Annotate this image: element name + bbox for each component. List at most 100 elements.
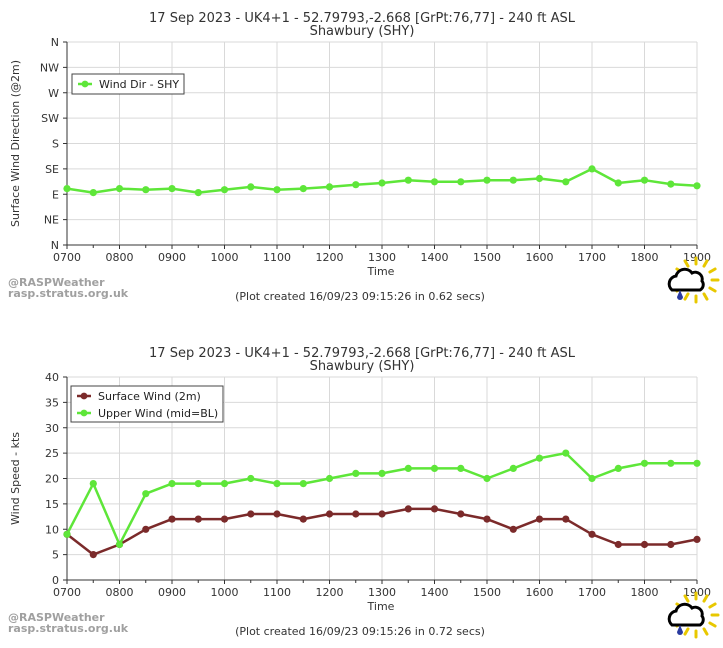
data-point [325, 510, 334, 518]
y-axis-label: Wind Speed - kts [9, 432, 22, 525]
data-point [693, 459, 701, 467]
x-axis-label: Time [367, 265, 395, 278]
x-tick-label: 0800 [106, 251, 134, 264]
data-point [483, 176, 491, 184]
data-point [299, 185, 307, 193]
data-point [89, 480, 97, 488]
data-point [115, 540, 124, 549]
data-point [63, 185, 71, 193]
watermark-url: rasp.stratus.org.uk [8, 622, 129, 635]
data-point [168, 515, 176, 523]
data-point [247, 474, 255, 483]
x-tick-label: 1600 [526, 251, 554, 264]
data-point [194, 480, 202, 488]
data-point [640, 540, 649, 549]
data-point [535, 515, 544, 523]
y-tick-label: 20 [45, 473, 59, 486]
chart-2: 17 Sep 2023 - UK4+1 - 52.79793,-2.668 [G… [8, 346, 720, 639]
data-point [404, 505, 412, 513]
x-tick-label: 1500 [473, 586, 501, 599]
x-tick-label: 1700 [578, 586, 606, 599]
rasp-cloud-sun-icon [667, 256, 720, 304]
legend-label: Wind Dir - SHY [99, 78, 179, 91]
x-axis-label: Time [367, 600, 395, 613]
data-point [273, 510, 281, 518]
y-tick-label: SE [45, 163, 59, 176]
x-tick-label: 1400 [421, 586, 449, 599]
data-point [640, 176, 649, 184]
data-point [168, 185, 176, 193]
x-tick-label: 1100 [263, 251, 291, 264]
watermark-url: rasp.stratus.org.uk [8, 287, 129, 300]
data-point [562, 449, 570, 457]
data-point [535, 454, 544, 462]
data-point [457, 178, 465, 186]
y-tick-label: SW [41, 112, 59, 125]
data-point [404, 176, 412, 184]
x-tick-label: 1800 [631, 251, 659, 264]
x-tick-label: 1200 [316, 251, 344, 264]
y-tick-label: 15 [45, 498, 59, 511]
y-tick-label: 10 [45, 523, 59, 536]
y-tick-label: 35 [45, 396, 59, 409]
y-tick-label: NW [40, 61, 59, 74]
x-tick-label: 0900 [158, 586, 186, 599]
y-tick-label: E [52, 188, 59, 201]
data-point [483, 474, 491, 483]
data-point [352, 510, 360, 518]
data-point [483, 515, 491, 523]
x-tick-label: 0700 [53, 586, 81, 599]
data-point [509, 525, 517, 533]
data-point [640, 459, 649, 467]
y-tick-label: N [51, 239, 59, 252]
y-tick-label: 40 [45, 371, 59, 384]
data-point [562, 178, 570, 186]
data-point [220, 186, 229, 194]
data-point [693, 535, 701, 544]
y-tick-label: N [51, 36, 59, 49]
y-tick-label: 30 [45, 422, 59, 435]
watermark-handle: @RASPWeather [8, 611, 105, 624]
x-tick-label: 1600 [526, 586, 554, 599]
data-point [404, 464, 412, 472]
data-point [63, 530, 71, 538]
data-point [693, 182, 701, 190]
data-point [667, 459, 675, 467]
data-point [299, 480, 307, 488]
data-point [614, 540, 622, 549]
rasp-cloud-sun-icon [667, 591, 720, 639]
data-point [89, 189, 97, 197]
data-point [667, 180, 675, 188]
x-tick-label: 1000 [211, 251, 239, 264]
watermark-handle: @RASPWeather [8, 276, 105, 289]
y-tick-label: S [52, 138, 59, 151]
data-point [614, 464, 622, 472]
data-point [299, 515, 307, 523]
data-point [142, 490, 150, 498]
x-tick-label: 1000 [211, 586, 239, 599]
y-tick-label: 25 [45, 447, 59, 460]
chart-1: 17 Sep 2023 - UK4+1 - 52.79793,-2.668 [G… [8, 11, 720, 304]
x-tick-label: 0900 [158, 251, 186, 264]
chart-subtitle: Shawbury (SHY) [310, 359, 415, 374]
data-point [352, 469, 360, 477]
data-point [588, 474, 596, 483]
data-point [325, 474, 334, 483]
data-point [430, 464, 439, 472]
y-tick-label: 5 [52, 549, 59, 562]
legend: Wind Dir - SHY [71, 73, 185, 95]
legend-swatch-dot [81, 80, 89, 88]
x-tick-label: 1100 [263, 586, 291, 599]
chart-subtitle: Shawbury (SHY) [310, 24, 415, 39]
y-tick-label: NE [44, 214, 59, 227]
x-tick-label: 0800 [106, 586, 134, 599]
legend-box [71, 73, 185, 95]
data-point [457, 464, 465, 472]
plot-created-note: (Plot created 16/09/23 09:15:26 in 0.72 … [235, 625, 485, 638]
data-point [430, 178, 439, 186]
data-point [588, 530, 596, 538]
data-point [142, 186, 150, 194]
legend-swatch-dot [80, 409, 88, 417]
data-point [614, 179, 622, 187]
